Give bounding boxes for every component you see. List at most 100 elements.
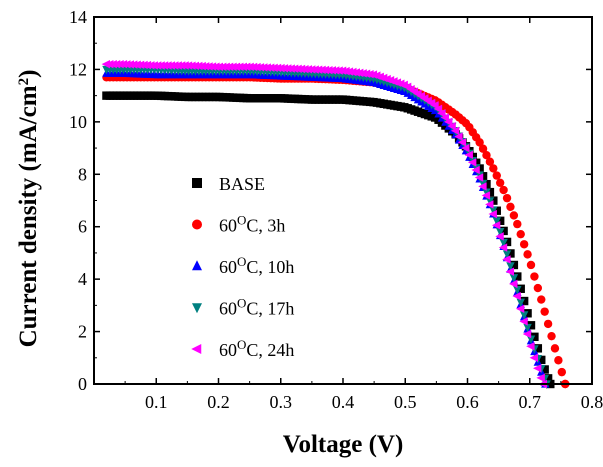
data-point — [519, 240, 529, 249]
data-point — [509, 274, 519, 283]
data-point — [447, 121, 456, 131]
data-point — [495, 216, 505, 226]
x-tick-label: 0.2 — [207, 392, 230, 412]
x-tick-label: 0.8 — [581, 392, 603, 412]
data-point — [485, 200, 494, 209]
legend-marker — [192, 303, 202, 314]
data-point — [489, 164, 498, 173]
ticks-layer: 0.1 0.2 0.3 0.4 0.5 0.6 0.7 0.8 0 2 4 6 8 10 12 14 — [69, 7, 603, 412]
legend-marker — [192, 178, 202, 188]
data-point — [443, 117, 453, 127]
legend-label: 60OC, 17h — [219, 295, 294, 319]
data-point — [513, 286, 522, 295]
legend-label: 60OC, 10h — [219, 254, 294, 278]
y-tick-label: 2 — [78, 322, 87, 342]
series-layer — [101, 59, 570, 389]
data-point — [516, 284, 525, 293]
data-point — [499, 238, 508, 248]
legend-label: 60OC, 3h — [219, 212, 285, 236]
data-point — [540, 307, 549, 316]
data-point — [533, 364, 542, 373]
data-point — [505, 267, 515, 276]
data-point — [488, 209, 497, 219]
legend-marker — [191, 344, 202, 354]
data-point — [485, 157, 495, 166]
x-tick-label: 0.6 — [456, 392, 479, 412]
data-point — [523, 323, 532, 333]
data-point — [491, 221, 501, 230]
data-point — [341, 66, 350, 76]
data-point — [519, 296, 529, 306]
data-point — [502, 250, 512, 259]
data-point — [533, 283, 543, 293]
data-point — [513, 272, 522, 281]
data-point — [495, 228, 505, 237]
y-axis-title-main: Current density (mA/cm — [15, 85, 42, 347]
data-point — [516, 229, 525, 239]
legend-label: 60OC, 24h — [219, 337, 294, 361]
legend-marker — [192, 219, 202, 230]
data-point — [543, 374, 553, 383]
data-point — [492, 217, 501, 226]
y-tick-label: 0 — [78, 374, 87, 394]
data-point — [454, 132, 463, 141]
data-point — [450, 126, 460, 135]
data-point — [519, 311, 529, 320]
data-point — [509, 279, 518, 289]
data-point — [457, 138, 467, 147]
series-triangle-left — [101, 59, 548, 389]
data-point — [526, 260, 536, 270]
data-point — [482, 188, 491, 197]
data-point — [543, 319, 553, 329]
x-tick-label: 0.4 — [332, 392, 355, 412]
data-point — [492, 171, 501, 180]
y-tick-label: 8 — [78, 164, 87, 184]
data-point — [530, 272, 539, 281]
x-tick-label: 0.5 — [394, 392, 417, 412]
data-point — [440, 113, 449, 122]
data-point — [361, 69, 371, 78]
data-point — [354, 68, 364, 78]
data-point — [478, 144, 488, 153]
data-point — [513, 219, 522, 229]
data-point — [509, 260, 519, 270]
data-point — [529, 353, 538, 362]
data-point — [557, 367, 567, 377]
data-point — [337, 66, 347, 75]
data-point — [478, 182, 487, 191]
series-triangle-up — [102, 68, 550, 388]
data-point — [502, 255, 511, 264]
y-axis-title-superscript: 2 — [16, 78, 32, 86]
data-point — [526, 335, 536, 344]
data-point — [506, 262, 515, 271]
data-point — [522, 329, 532, 339]
data-point — [540, 365, 549, 374]
data-point — [489, 206, 498, 215]
data-point — [506, 202, 515, 211]
x-tick-label: 0.7 — [519, 392, 542, 412]
data-point — [481, 191, 491, 200]
data-point — [499, 185, 508, 195]
data-point — [498, 243, 508, 252]
data-point — [519, 317, 528, 326]
data-point — [344, 67, 354, 76]
data-point — [512, 291, 521, 301]
data-point — [464, 150, 473, 160]
data-point — [495, 232, 504, 241]
data-point — [437, 109, 446, 118]
data-point — [506, 249, 515, 258]
data-point — [475, 138, 484, 147]
data-point — [516, 298, 525, 308]
data-point — [547, 331, 556, 341]
data-point — [348, 67, 357, 77]
data-point — [351, 68, 360, 77]
y-tick-label: 14 — [69, 7, 87, 27]
y-tick-label: 4 — [78, 269, 87, 289]
data-point — [509, 211, 519, 220]
data-point — [523, 309, 532, 318]
legend: BASE 60OC, 3h 60OC, 10h 60OC, 17h 60OC, 24h — [191, 174, 294, 360]
data-point — [515, 304, 525, 313]
data-point — [482, 151, 491, 160]
data-point — [474, 173, 484, 182]
